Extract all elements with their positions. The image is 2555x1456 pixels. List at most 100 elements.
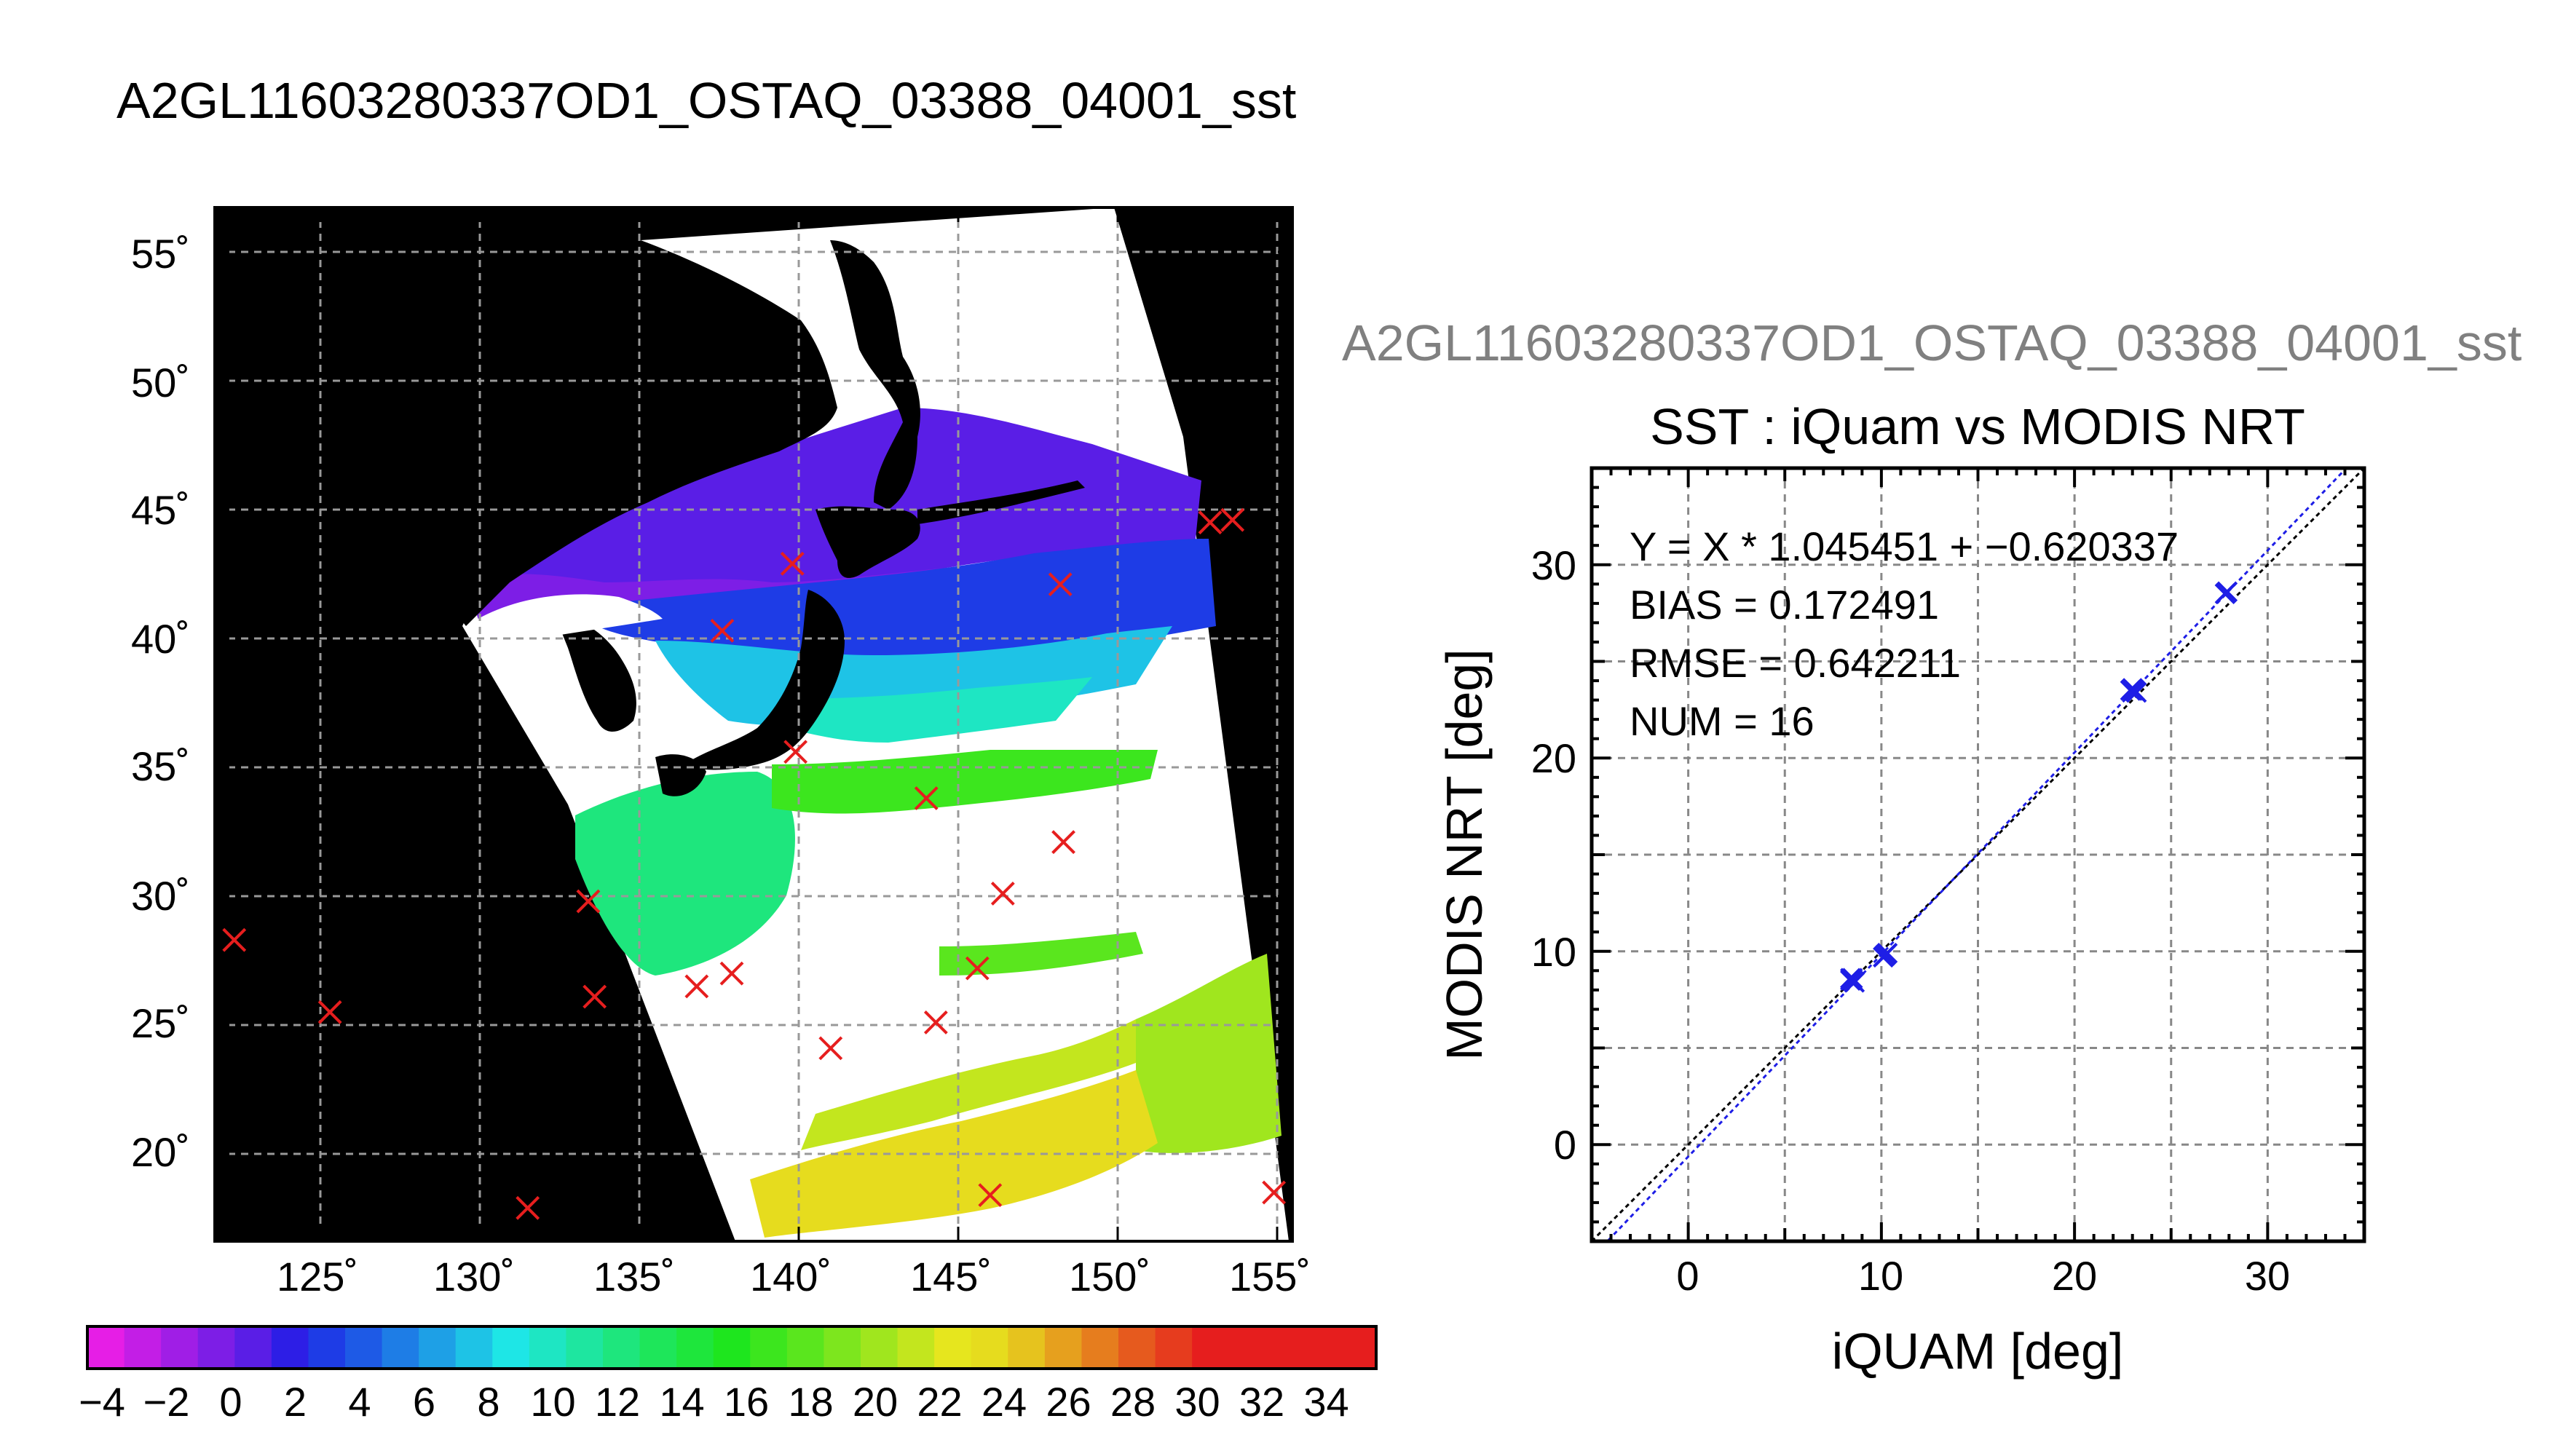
lat-label-25: 25˚ — [131, 1000, 190, 1046]
x-tick-20: 20 — [2052, 1253, 2097, 1299]
buoy-marker-x — [1262, 1180, 1287, 1205]
colorbar-cell — [861, 1326, 899, 1369]
colorbar-labels: −4 −2 0 2 4 6 8 10 12 14 16 18 20 22 24 26 28 30 32 34 — [79, 1379, 1349, 1425]
buoy-marker-x — [1048, 572, 1073, 597]
buoy-marker-x — [583, 984, 607, 1009]
colorbar-cell — [676, 1326, 714, 1369]
lat-label-35: 35˚ — [131, 743, 190, 789]
colorbar-label: 30 — [1174, 1379, 1220, 1425]
buoy-marker-x — [710, 618, 735, 643]
scatter-title: SST : iQuam vs MODIS NRT — [1650, 398, 2305, 455]
identity-line — [1592, 468, 2364, 1241]
colorbar-label: 34 — [1303, 1379, 1348, 1425]
colorbar-cell — [1265, 1326, 1303, 1369]
colorbar-cell — [1008, 1326, 1046, 1369]
colorbar-label: 26 — [1046, 1379, 1091, 1425]
colorbar-cell — [529, 1326, 566, 1369]
buoy-marker-x — [1198, 510, 1223, 535]
colorbar-cell — [1118, 1326, 1156, 1369]
map-frame — [213, 206, 1294, 1243]
colorbar-label: −2 — [143, 1379, 190, 1425]
landmass-kyushu — [655, 754, 706, 796]
sst-band-blue — [597, 539, 1216, 665]
stats-regression: Y = X * 1.045451 + −0.620337 — [1630, 523, 2179, 569]
landmass-hokkaido — [816, 506, 920, 578]
colorbar-cell — [603, 1326, 641, 1369]
colorbar-cell — [1155, 1326, 1193, 1369]
colorbar-cell — [971, 1326, 1008, 1369]
y-axis-title: MODIS NRT [deg] — [1436, 649, 1493, 1060]
buoy-marker-x — [222, 927, 247, 952]
lon-label-145: 145˚ — [910, 1254, 992, 1299]
sst-map: 55˚ 50˚ 45˚ 40˚ 35˚ 30˚ 25˚ 20˚ 125˚ 130… — [131, 206, 1311, 1299]
colorbar-cell — [87, 1326, 125, 1369]
colorbar-cell — [750, 1326, 788, 1369]
lat-label-50: 50˚ — [131, 360, 190, 405]
sst-band-yellowgreen — [1136, 954, 1282, 1153]
colorbar-label: 28 — [1110, 1379, 1156, 1425]
colorbar-cell — [382, 1326, 419, 1369]
map-grid — [215, 207, 1292, 1241]
colorbar-label: 18 — [788, 1379, 833, 1425]
lat-label-45: 45˚ — [131, 487, 190, 533]
colorbar-label: 10 — [530, 1379, 575, 1425]
colorbar-label: 20 — [853, 1379, 898, 1425]
colorbar-cell — [897, 1326, 935, 1369]
colorbar-cell — [419, 1326, 457, 1369]
colorbar-cell — [492, 1326, 530, 1369]
colorbar-label: 14 — [659, 1379, 704, 1425]
buoy-markers — [222, 507, 1287, 1220]
colorbar-label: 8 — [477, 1379, 499, 1425]
lon-label-150: 150˚ — [1069, 1254, 1150, 1299]
colorbar: −4 −2 0 2 4 6 8 10 12 14 16 18 20 22 24 26 28 30 32 34 — [79, 1325, 1378, 1425]
data-point — [1874, 944, 1896, 966]
colorbar-cell — [124, 1326, 162, 1369]
buoy-marker-x — [719, 961, 744, 986]
colorbar-label: 0 — [219, 1379, 242, 1425]
colorbar-label: 2 — [284, 1379, 307, 1425]
buoy-marker-x — [914, 786, 939, 810]
scatter-points — [1840, 581, 2238, 993]
stats-rmse: RMSE = 0.642211 — [1630, 640, 1961, 686]
colorbar-label: 6 — [413, 1379, 435, 1425]
colorbar-cell — [786, 1326, 824, 1369]
x-axis-title: iQUAM [deg] — [1832, 1323, 2124, 1380]
landmass-sakhalin — [830, 240, 920, 510]
sst-band-green-east — [939, 932, 1143, 976]
buoy-marker-x — [780, 551, 805, 576]
map-tick-marks — [215, 207, 1292, 1241]
colorbar-label: 16 — [724, 1379, 769, 1425]
colorbar-cell — [197, 1326, 235, 1369]
colorbar-label: 32 — [1239, 1379, 1284, 1425]
y-tick-0: 0 — [1554, 1122, 1576, 1168]
colorbar-cell — [161, 1326, 199, 1369]
buoy-marker-x — [317, 1000, 342, 1024]
colorbar-cell — [1081, 1326, 1119, 1369]
colorbar-cell — [713, 1326, 751, 1369]
buoy-marker-x — [783, 740, 808, 764]
data-point — [2122, 679, 2144, 701]
lon-label-155: 155˚ — [1229, 1254, 1311, 1299]
buoy-marker-x — [965, 956, 990, 981]
x-tick-0: 0 — [1676, 1253, 1699, 1299]
colorbar-cell — [1044, 1326, 1082, 1369]
plot-tick-marks — [1590, 467, 2366, 1243]
buoy-marker-x — [1051, 830, 1075, 855]
colorbar-cells — [87, 1326, 1377, 1369]
buoy-marker-x — [576, 889, 601, 914]
colorbar-cell — [345, 1326, 383, 1369]
data-point — [1841, 970, 1863, 991]
colorbar-cell — [639, 1326, 677, 1369]
landmass-korea — [553, 612, 636, 732]
stats-bias: BIAS = 0.172491 — [1630, 582, 1939, 628]
colorbar-cell — [1192, 1326, 1230, 1369]
buoy-marker-x — [684, 974, 709, 999]
landmass-north-asia — [408, 240, 837, 626]
sst-band-green — [575, 772, 795, 976]
colorbar-cell — [308, 1326, 346, 1369]
y-tick-10: 10 — [1531, 929, 1576, 975]
y-tick-20: 20 — [1531, 735, 1576, 781]
colorbar-label: 24 — [982, 1379, 1027, 1425]
lon-label-130: 130˚ — [433, 1254, 515, 1299]
buoy-marker-x — [923, 1010, 948, 1034]
